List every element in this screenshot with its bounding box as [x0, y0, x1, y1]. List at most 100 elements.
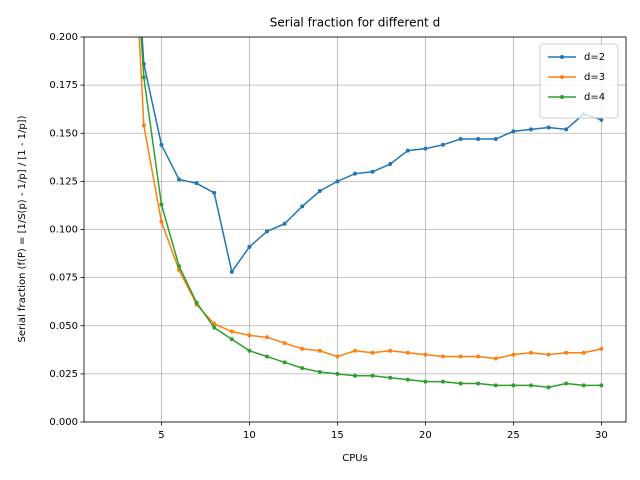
- data-point: [370, 169, 375, 174]
- data-point: [247, 333, 252, 338]
- chart-title: Serial fraction for different d: [270, 16, 440, 30]
- data-point: [476, 137, 481, 142]
- y-tick-label: 0.075: [49, 273, 78, 284]
- data-point: [212, 321, 217, 326]
- data-point: [511, 352, 516, 357]
- data-point: [265, 354, 270, 359]
- y-tick-label: 0.150: [49, 128, 78, 139]
- data-point: [546, 352, 551, 357]
- data-point: [159, 219, 164, 224]
- x-tick-label: 10: [243, 430, 256, 441]
- data-point: [177, 264, 182, 269]
- legend-marker: [560, 55, 564, 59]
- y-tick-label: 0.175: [49, 80, 78, 91]
- legend-label: d=4: [584, 92, 605, 103]
- y-tick-label: 0.125: [49, 176, 78, 187]
- x-tick-label: 30: [595, 430, 608, 441]
- data-point: [458, 354, 463, 359]
- data-point: [493, 356, 498, 361]
- x-tick-label: 25: [507, 430, 520, 441]
- legend-marker: [560, 95, 564, 99]
- data-point: [229, 329, 234, 334]
- x-tick-label: 15: [331, 430, 344, 441]
- plot-area: [138, 37, 604, 390]
- legend-box: [539, 43, 619, 119]
- data-point: [212, 325, 217, 330]
- data-point: [476, 354, 481, 359]
- data-point: [335, 179, 340, 184]
- legend-marker: [560, 75, 564, 79]
- data-point: [405, 377, 410, 382]
- y-tick-label: 0.025: [49, 369, 78, 380]
- data-point: [511, 383, 516, 388]
- series-line: [140, 37, 602, 389]
- data-point: [141, 123, 146, 128]
- data-point: [564, 381, 569, 386]
- data-point: [405, 148, 410, 153]
- data-point: [229, 269, 234, 274]
- data-point: [335, 371, 340, 376]
- data-point: [388, 375, 393, 380]
- data-point: [265, 335, 270, 340]
- series-line: [141, 37, 602, 274]
- data-point: [476, 381, 481, 386]
- data-point: [528, 350, 533, 355]
- legend-label: d=2: [584, 52, 605, 63]
- y-tick-label: 0.100: [49, 225, 78, 236]
- data-point: [493, 383, 498, 388]
- y-tick-label: 0.200: [49, 32, 78, 43]
- data-point: [458, 381, 463, 386]
- data-point: [493, 137, 498, 142]
- data-point: [599, 117, 604, 122]
- data-point: [388, 348, 393, 353]
- data-point: [282, 341, 287, 346]
- y-tick-label: 0.050: [49, 321, 78, 332]
- data-point: [282, 360, 287, 365]
- data-point: [317, 348, 322, 353]
- data-point: [194, 300, 199, 305]
- data-point: [528, 383, 533, 388]
- data-point: [247, 348, 252, 353]
- data-point: [229, 337, 234, 342]
- data-point: [177, 177, 182, 182]
- data-point: [212, 190, 217, 195]
- x-axis-label: CPUs: [342, 453, 368, 464]
- data-point: [335, 354, 340, 359]
- data-point: [282, 221, 287, 226]
- data-point: [370, 350, 375, 355]
- data-point: [528, 127, 533, 132]
- data-point: [159, 202, 164, 207]
- data-point: [423, 146, 428, 151]
- data-point: [159, 142, 164, 147]
- data-point: [440, 354, 445, 359]
- data-point: [141, 75, 146, 80]
- data-point: [300, 204, 305, 209]
- data-point: [353, 171, 357, 176]
- data-point: [599, 346, 604, 351]
- data-point: [247, 244, 252, 249]
- y-axis-label: Serial fraction (f(P) = [1/S(p) - 1/p] /…: [17, 115, 28, 342]
- data-point: [423, 352, 428, 357]
- data-point: [599, 383, 604, 388]
- data-point: [546, 125, 551, 130]
- data-point: [265, 229, 270, 234]
- data-point: [423, 379, 428, 384]
- data-point: [440, 142, 445, 147]
- data-point: [300, 346, 305, 351]
- data-point: [564, 350, 569, 355]
- data-point: [317, 369, 322, 374]
- data-point: [511, 129, 516, 134]
- series-line: [138, 37, 602, 360]
- legend: d=2 d=3 d=4: [539, 43, 619, 119]
- data-point: [440, 379, 445, 384]
- x-tick-label: 20: [419, 430, 432, 441]
- data-point: [353, 373, 357, 378]
- data-point: [317, 189, 322, 193]
- legend-label: d=3: [584, 72, 605, 83]
- data-point: [581, 383, 586, 388]
- data-point: [458, 137, 463, 142]
- data-point: [581, 350, 586, 355]
- data-point: [300, 366, 305, 371]
- x-tick-label: 5: [158, 430, 164, 441]
